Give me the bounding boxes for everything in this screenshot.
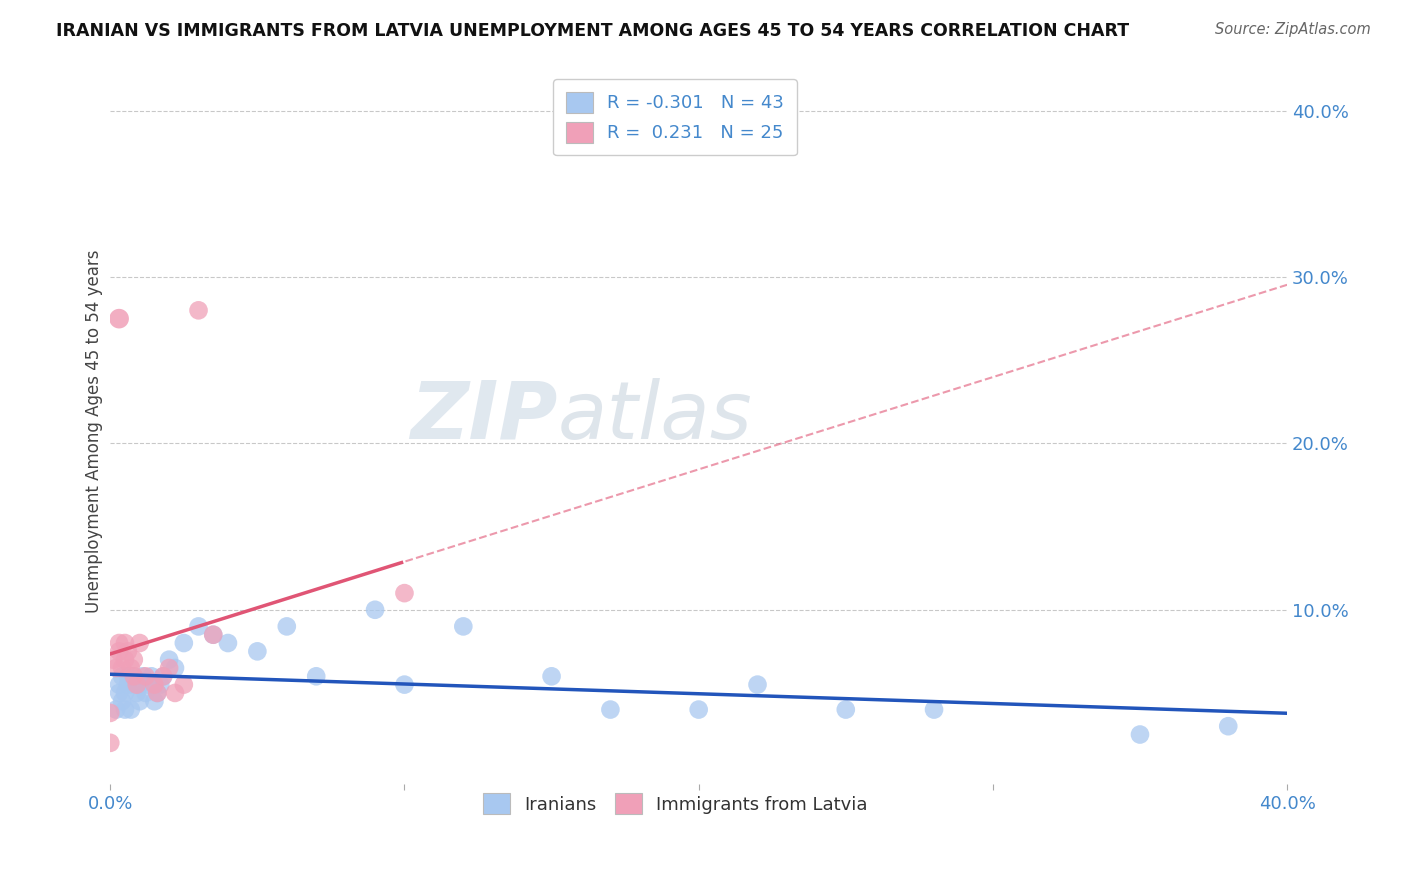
Point	[125, 686, 148, 700]
Point	[120, 661, 142, 675]
Point	[217, 636, 239, 650]
Point	[103, 653, 125, 667]
Point	[141, 669, 163, 683]
Point	[114, 702, 136, 716]
Point	[117, 644, 139, 658]
Point	[202, 628, 225, 642]
Point	[111, 661, 134, 675]
Point	[120, 702, 142, 716]
Point	[108, 678, 131, 692]
Point	[246, 644, 269, 658]
Point	[394, 586, 416, 600]
Point	[747, 678, 769, 692]
Point	[157, 653, 180, 667]
Point	[122, 669, 145, 683]
Point	[98, 736, 121, 750]
Point	[688, 702, 710, 716]
Point	[173, 636, 195, 650]
Point	[152, 669, 174, 683]
Y-axis label: Unemployment Among Ages 45 to 54 years: Unemployment Among Ages 45 to 54 years	[86, 249, 103, 613]
Point	[108, 311, 131, 326]
Point	[138, 678, 160, 692]
Point	[98, 706, 121, 720]
Point	[453, 619, 475, 633]
Point	[105, 702, 128, 716]
Legend: Iranians, Immigrants from Latvia: Iranians, Immigrants from Latvia	[472, 782, 879, 825]
Point	[128, 694, 150, 708]
Point	[111, 669, 134, 683]
Point	[163, 661, 186, 675]
Point	[146, 686, 169, 700]
Point	[128, 678, 150, 692]
Text: atlas: atlas	[557, 378, 752, 456]
Point	[131, 669, 153, 683]
Point	[1129, 727, 1152, 741]
Text: IRANIAN VS IMMIGRANTS FROM LATVIA UNEMPLOYMENT AMONG AGES 45 TO 54 YEARS CORRELA: IRANIAN VS IMMIGRANTS FROM LATVIA UNEMPL…	[56, 22, 1129, 40]
Point	[540, 669, 562, 683]
Point	[114, 653, 136, 667]
Point	[173, 678, 195, 692]
Point	[146, 686, 169, 700]
Point	[135, 669, 157, 683]
Point	[143, 694, 166, 708]
Point	[108, 644, 131, 658]
Point	[202, 628, 225, 642]
Point	[835, 702, 858, 716]
Point	[117, 678, 139, 692]
Point	[125, 678, 148, 692]
Point	[187, 303, 209, 318]
Point	[157, 661, 180, 675]
Point	[187, 619, 209, 633]
Point	[149, 678, 172, 692]
Point	[394, 678, 416, 692]
Text: Source: ZipAtlas.com: Source: ZipAtlas.com	[1215, 22, 1371, 37]
Point	[135, 686, 157, 700]
Point	[922, 702, 945, 716]
Point	[128, 636, 150, 650]
Point	[108, 686, 131, 700]
Point	[122, 653, 145, 667]
Point	[122, 669, 145, 683]
Point	[305, 669, 328, 683]
Point	[143, 678, 166, 692]
Point	[114, 636, 136, 650]
Point	[105, 661, 128, 675]
Point	[111, 694, 134, 708]
Point	[114, 686, 136, 700]
Point	[364, 603, 387, 617]
Point	[1218, 719, 1240, 733]
Point	[122, 678, 145, 692]
Point	[117, 669, 139, 683]
Point	[276, 619, 298, 633]
Point	[108, 636, 131, 650]
Point	[152, 669, 174, 683]
Point	[599, 702, 621, 716]
Text: ZIP: ZIP	[411, 378, 557, 456]
Point	[163, 686, 186, 700]
